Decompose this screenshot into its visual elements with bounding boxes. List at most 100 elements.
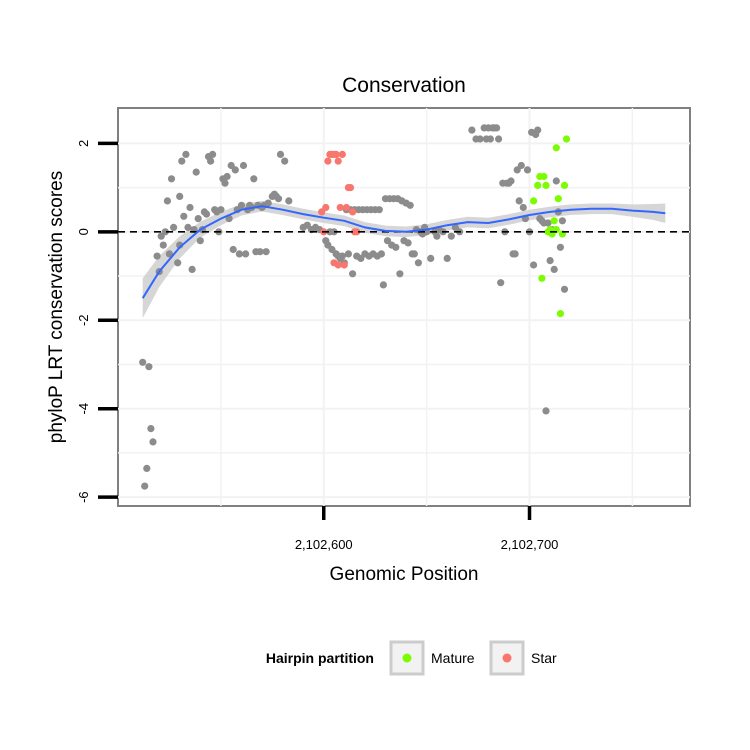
data-point-mature [550, 217, 558, 225]
data-point-other [507, 177, 515, 185]
data-point-other [145, 363, 153, 371]
data-point-other [544, 219, 552, 227]
data-point-other [497, 279, 505, 287]
data-point-star [332, 150, 340, 158]
data-point-other [519, 203, 527, 212]
data-point-other [264, 199, 272, 207]
data-point-star [334, 157, 342, 165]
data-point-mature [530, 197, 538, 205]
data-point-other [139, 358, 147, 366]
data-point-other [153, 252, 161, 260]
data-point-other [217, 206, 225, 214]
data-point-other [274, 195, 283, 203]
grid-lines [118, 108, 690, 506]
data-point-other [209, 150, 217, 158]
points-layer [139, 124, 571, 490]
data-point-other [188, 265, 196, 273]
data-point-other [349, 270, 357, 278]
y-tick-label: -2 [76, 314, 91, 326]
data-point-other [433, 232, 441, 240]
data-point-other [276, 150, 285, 158]
data-point-other [511, 250, 519, 258]
data-point-other [338, 252, 346, 260]
data-point-other [443, 254, 451, 262]
data-point-other [229, 245, 237, 254]
data-point-other [207, 157, 215, 165]
data-point-other [178, 157, 186, 165]
x-tick-label: 2,102,700 [501, 537, 559, 552]
data-point-other [447, 232, 455, 240]
data-point-other [468, 126, 476, 134]
data-point-other [180, 212, 188, 220]
y-tick-label: -6 [76, 491, 91, 503]
data-point-other [379, 281, 387, 289]
data-point-other [165, 250, 173, 258]
data-point-other [281, 157, 289, 165]
data-point-other [237, 201, 246, 209]
data-point-other [560, 285, 569, 293]
data-point-mature [534, 181, 542, 189]
axes-layer: 2,102,600 2,102,700 2 0 -2 -4 -6 [76, 140, 558, 552]
data-point-other [141, 482, 149, 490]
data-point-other [542, 407, 550, 415]
loess-smooth-line [141, 205, 666, 299]
data-point-other [404, 239, 412, 247]
legend-key-star [489, 640, 525, 676]
data-point-other [239, 161, 248, 170]
data-point-other [530, 261, 538, 269]
data-point-mature [552, 144, 560, 152]
data-point-other [493, 124, 501, 132]
data-point-other [202, 210, 211, 218]
data-point-other [410, 250, 418, 258]
y-tick-label: 0 [76, 228, 91, 235]
data-point-star [322, 203, 330, 212]
legend-label-mature: Mature [431, 650, 475, 666]
data-point-star [334, 261, 342, 269]
data-point-other [170, 223, 178, 231]
legend-dot-mature [402, 653, 412, 663]
data-point-other [262, 248, 270, 256]
data-point-mature [542, 181, 550, 189]
data-point-other [196, 237, 204, 245]
legend-title: Hairpin partition [266, 650, 374, 666]
data-point-star [324, 157, 332, 165]
data-point-mature [562, 135, 571, 143]
y-axis-title: phyloP LRT conservation scores [46, 171, 67, 444]
data-point-other [143, 464, 151, 472]
data-point-other [550, 265, 558, 273]
data-point-other [427, 254, 435, 262]
data-point-star [353, 228, 361, 236]
legend-label-star: Star [531, 650, 557, 666]
data-point-other [182, 150, 190, 158]
y-tick-label: 2 [76, 140, 91, 147]
data-point-other [194, 215, 202, 223]
data-point-other [558, 217, 567, 225]
y-tick-label: -4 [76, 403, 91, 415]
data-point-mature [540, 172, 548, 181]
data-point-other [192, 168, 200, 176]
data-point-other [534, 126, 542, 134]
data-point-mature [538, 274, 546, 282]
data-point-other [377, 250, 385, 258]
data-point-other [406, 201, 414, 209]
data-point-other [495, 135, 503, 143]
data-point-other [149, 438, 157, 446]
data-point-mature [554, 195, 562, 203]
data-point-other [176, 192, 184, 200]
series-other [139, 124, 569, 490]
series-star [318, 150, 361, 269]
data-point-other [344, 250, 352, 258]
data-point-star [346, 184, 355, 192]
data-point-other [556, 243, 565, 251]
data-point-star [342, 203, 350, 212]
data-point-other [147, 425, 155, 433]
data-point-other [163, 197, 171, 205]
data-point-other [517, 161, 525, 170]
data-point-other [223, 172, 231, 181]
data-point-other [396, 270, 404, 278]
data-point-other [515, 197, 523, 205]
data-point-other [159, 241, 167, 249]
data-point-other [186, 203, 194, 212]
data-point-other [486, 135, 494, 143]
